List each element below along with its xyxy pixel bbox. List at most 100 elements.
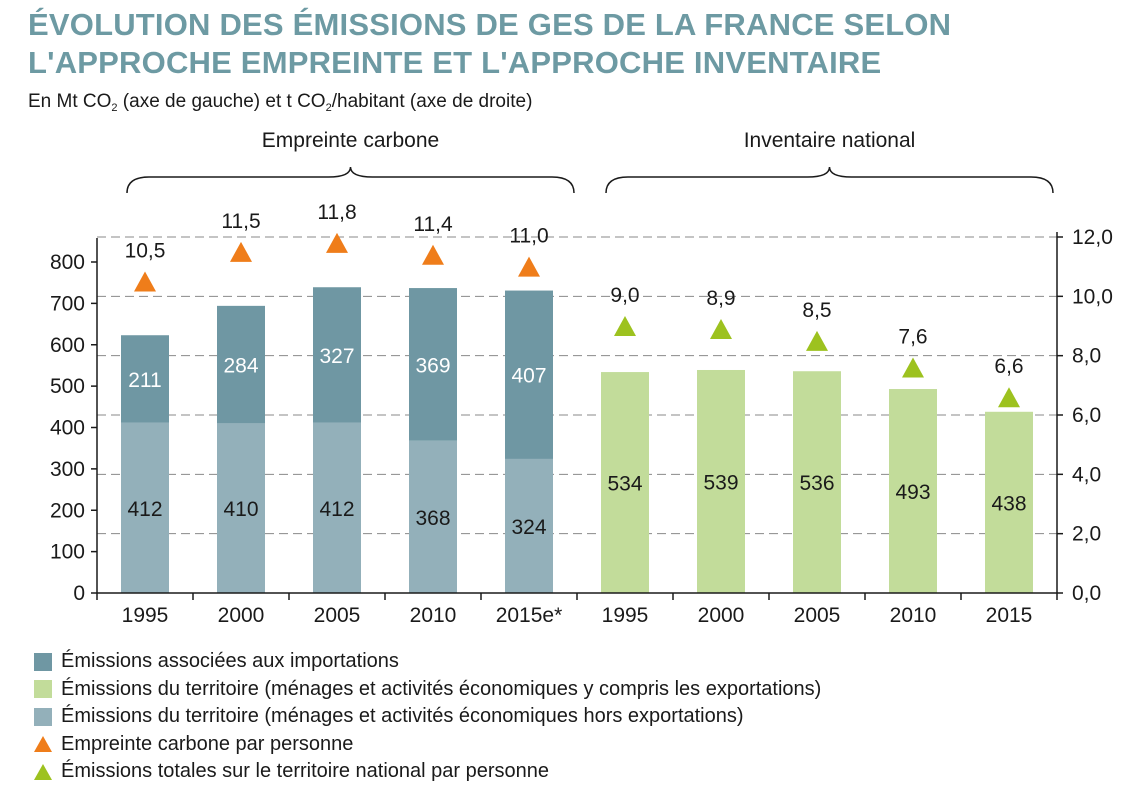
x-axis-category-label: 1995 — [122, 604, 169, 627]
legend-item: Émissions du territoire (ménages et acti… — [34, 703, 821, 731]
legend-triangle-marker — [34, 763, 52, 780]
legend-color-swatch — [34, 652, 52, 671]
bar-segment — [505, 290, 553, 459]
legend-color-swatch — [34, 707, 52, 726]
x-axis-category-label: 2010 — [410, 604, 457, 627]
bar-segment — [889, 389, 937, 593]
bar-value-label: 368 — [415, 507, 450, 530]
bar-segment — [313, 422, 361, 593]
chart-title: ÉVOLUTION DES ÉMISSIONS DE GES DE LA FRA… — [28, 6, 951, 82]
bar-value-label: 412 — [319, 498, 354, 521]
chart-subtitle: En Mt CO2 (axe de gauche) et t CO2/habit… — [28, 91, 533, 114]
right-axis-tick-label: 0,0 — [1072, 582, 1101, 605]
per-capita-value-label: 6,6 — [994, 355, 1023, 378]
per-capita-value-label: 10,5 — [125, 240, 166, 263]
bar-segment — [121, 422, 169, 593]
bar-segment — [697, 369, 745, 593]
group-label: Empreinte carbone — [262, 129, 439, 152]
left-axis-tick-label: 400 — [50, 417, 85, 440]
x-axis-category-label: 2000 — [698, 604, 745, 627]
bar-value-label: 369 — [415, 354, 450, 377]
x-axis-category-label: 2005 — [794, 604, 841, 627]
group-label: Inventaire national — [744, 129, 916, 152]
right-axis-tick-label: 12,0 — [1072, 226, 1113, 249]
legend-triangle-marker — [34, 736, 52, 753]
right-axis-tick-label: 2,0 — [1072, 523, 1101, 546]
legend-item: Émissions totales sur le territoire nati… — [34, 758, 821, 786]
legend-label: Émissions totales sur le territoire nati… — [61, 760, 550, 783]
bar-value-label: 539 — [703, 471, 738, 494]
per-capita-marker — [518, 256, 540, 277]
legend-color-swatch — [34, 680, 52, 699]
bar-value-label: 324 — [511, 516, 546, 539]
legend-item: Émissions du territoire (ménages et acti… — [34, 676, 821, 704]
right-axis-tick-label: 8,0 — [1072, 345, 1101, 368]
left-axis-tick-label: 800 — [50, 251, 85, 274]
bar-segment — [121, 335, 169, 423]
legend-label: Émissions du territoire (ménages et acti… — [61, 705, 744, 728]
bar-segment — [985, 411, 1033, 593]
x-axis-category-label: 2000 — [218, 604, 265, 627]
subtitle-text-3: /habitant (axe de droite) — [331, 91, 533, 112]
per-capita-value-label: 9,0 — [610, 284, 639, 307]
subtitle-text-2: (axe de gauche) et t CO — [117, 91, 326, 112]
bar-value-label: 536 — [799, 472, 834, 495]
x-axis-category-label: 2015 — [986, 604, 1033, 627]
bar-segment — [217, 305, 265, 424]
chart-title-line-1: ÉVOLUTION DES ÉMISSIONS DE GES DE LA FRA… — [28, 7, 952, 42]
x-axis-category-label: 2005 — [314, 604, 361, 627]
per-capita-value-label: 11,8 — [317, 201, 356, 224]
bar-segment — [793, 371, 841, 593]
bar-value-label: 493 — [895, 481, 930, 504]
left-axis-tick-label: 500 — [50, 375, 85, 398]
left-axis-tick-label: 100 — [50, 541, 85, 564]
bar-value-label: 407 — [511, 365, 546, 388]
per-capita-marker — [710, 318, 732, 339]
group-brace — [605, 166, 1054, 194]
per-capita-marker — [230, 241, 252, 262]
bar-segment — [505, 458, 553, 593]
chart-legend: Émissions associées aux importations Émis… — [34, 648, 821, 786]
x-axis-category-label: 2010 — [890, 604, 937, 627]
per-capita-value-label: 8,5 — [802, 299, 831, 322]
legend-item: Émissions associées aux importations — [34, 648, 821, 676]
left-axis-tick-label: 600 — [50, 334, 85, 357]
legend-label: Émissions du territoire (ménages et acti… — [61, 677, 822, 700]
per-capita-marker — [134, 271, 156, 292]
bar-value-label: 534 — [607, 473, 642, 496]
per-capita-value-label: 7,6 — [898, 326, 927, 349]
per-capita-marker — [902, 357, 924, 378]
per-capita-marker — [326, 232, 348, 253]
left-axis-tick-label: 200 — [50, 499, 85, 522]
per-capita-value-label: 11,5 — [221, 210, 260, 233]
bar-segment — [409, 288, 457, 441]
subtitle-text-1: En Mt CO — [28, 91, 112, 112]
per-capita-value-label: 8,9 — [706, 287, 735, 310]
per-capita-marker — [806, 330, 828, 351]
chart-title-line-2: L'APPROCHE EMPREINTE ET L'APPROCHE INVEN… — [28, 45, 882, 80]
legend-label: Empreinte carbone par personne — [61, 732, 354, 755]
stacked-bar-chart: 412 211 410 284 412 327 368 369 324 407 534 539 536 4… — [50, 129, 1113, 627]
x-axis-category-label: 2015e* — [496, 604, 563, 627]
x-axis-category-label: 1995 — [602, 604, 649, 627]
legend-label: Émissions associées aux importations — [61, 650, 399, 673]
bar-value-label: 410 — [223, 498, 258, 521]
bar-value-label: 438 — [991, 492, 1026, 515]
right-axis-tick-label: 10,0 — [1072, 285, 1113, 308]
bar-value-label: 284 — [223, 355, 258, 378]
bar-segment — [409, 440, 457, 593]
bar-segment — [601, 372, 649, 593]
right-axis-tick-label: 6,0 — [1072, 404, 1101, 427]
left-axis-tick-label: 700 — [50, 292, 85, 315]
group-brace — [126, 166, 575, 194]
per-capita-marker — [998, 387, 1020, 408]
subtitle-subscript-2: 2 — [325, 102, 332, 114]
per-capita-value-label: 11,4 — [413, 213, 453, 236]
subtitle-subscript-1: 2 — [111, 102, 118, 114]
right-axis-tick-label: 4,0 — [1072, 463, 1101, 486]
left-axis-tick-label: 0 — [73, 582, 85, 605]
per-capita-marker — [422, 244, 444, 265]
bar-value-label: 412 — [127, 498, 162, 521]
left-axis-tick-label: 300 — [50, 458, 85, 481]
bar-value-label: 211 — [128, 369, 161, 392]
